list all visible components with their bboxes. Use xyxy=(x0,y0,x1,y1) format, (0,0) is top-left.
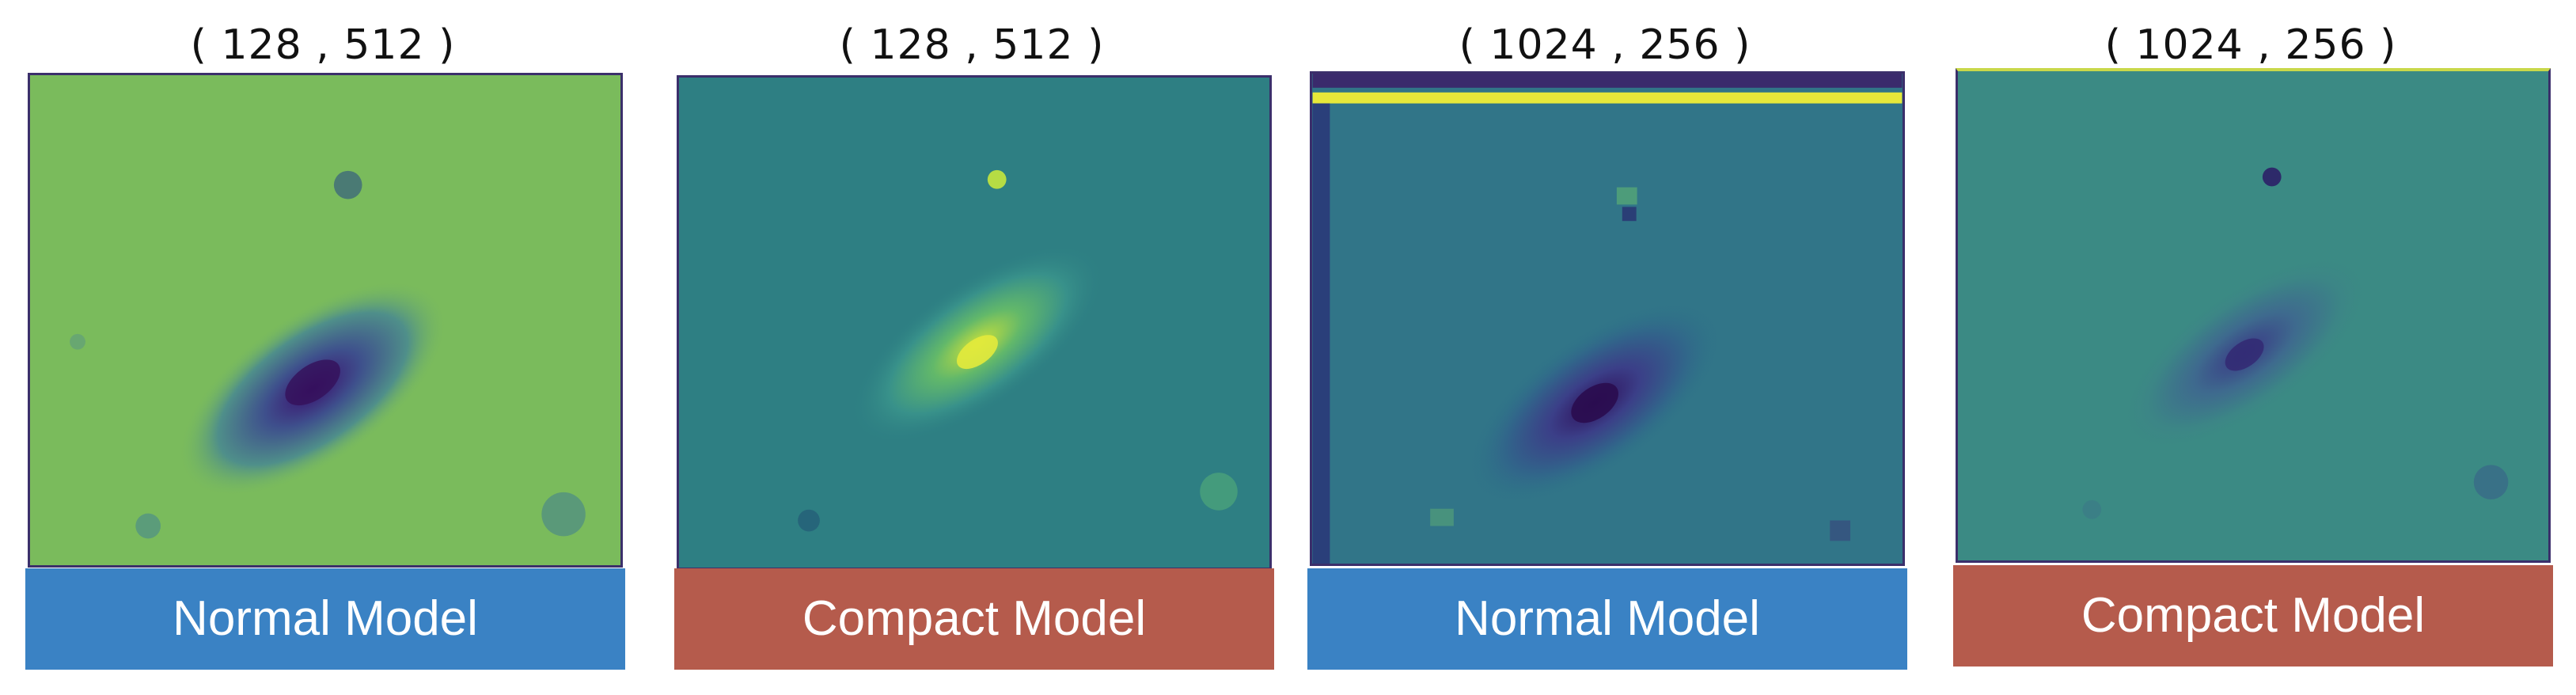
model-label: Compact Model xyxy=(674,568,1274,670)
model-label: Normal Model xyxy=(25,568,625,670)
feature-map-image xyxy=(28,73,623,568)
feature-map-graphic xyxy=(30,75,620,565)
feature-map-graphic xyxy=(1959,71,2548,560)
feature-map-graphic xyxy=(1312,74,1903,564)
panel-title: ( 128 , 512 ) xyxy=(190,21,456,69)
panel-title: ( 1024 , 256 ) xyxy=(1459,21,1751,69)
feature-map-image xyxy=(677,75,1272,570)
model-label: Compact Model xyxy=(1953,565,2553,667)
feature-map-image xyxy=(1310,71,1905,566)
panel-title: ( 1024 , 256 ) xyxy=(2104,21,2397,69)
model-label: Normal Model xyxy=(1307,568,1907,670)
feature-map-graphic xyxy=(679,78,1269,568)
panel-title: ( 128 , 512 ) xyxy=(839,21,1105,69)
feature-map-image xyxy=(1956,68,2551,563)
